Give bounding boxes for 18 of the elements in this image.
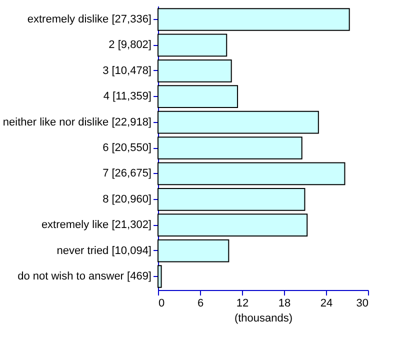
y-tick-label: 7 [26,675] (102, 168, 152, 180)
x-tick-label: 0 (158, 298, 165, 310)
y-tick-label: never tried [10,094] (56, 244, 152, 257)
x-tick-label: 24 (320, 298, 333, 310)
x-tick-label: 6 (197, 298, 204, 310)
y-tick-label: 6 [20,550] (102, 142, 152, 154)
y-tick-label: extremely dislike [27,336] (27, 13, 152, 26)
y-tick-label: extremely like [21,302] (41, 219, 152, 232)
y-tick-label: 8 [20,960] (102, 193, 152, 206)
y-tick-label: do not wish to answer [469] (18, 270, 152, 283)
y-tick-label: 2 [9,802] (108, 39, 152, 52)
x-axis-title: (thousands) (234, 312, 293, 324)
y-tick-label: neither like nor dislike [22,918] (2, 116, 152, 128)
y-tick-label: 3 [10,478] (102, 64, 152, 77)
y-tick-label: 4 [11,359] (103, 90, 152, 103)
x-tick-label: 30 (356, 298, 368, 310)
x-tick-label: 18 (278, 298, 291, 310)
x-tick-label: 12 (236, 298, 249, 310)
